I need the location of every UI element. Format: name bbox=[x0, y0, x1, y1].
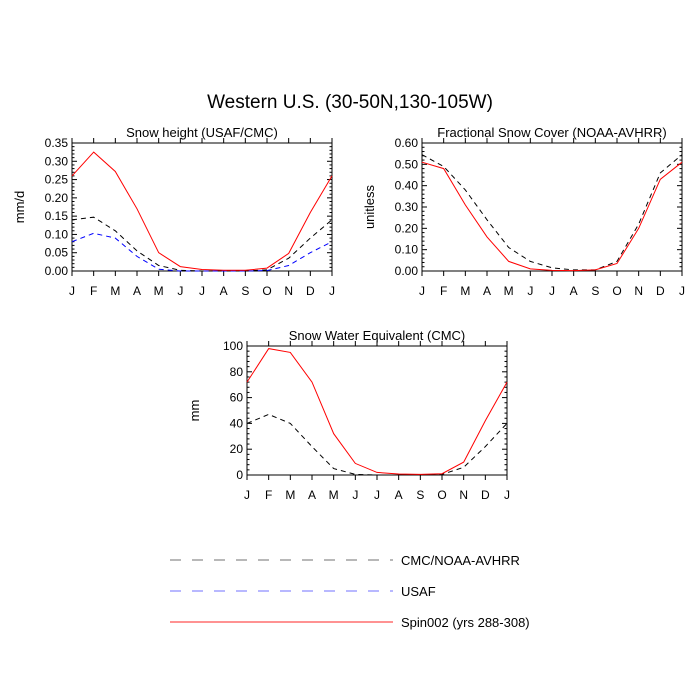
x-tick-label: F bbox=[265, 488, 272, 502]
y-axis-label: mm/d bbox=[12, 191, 27, 224]
panel-title: Fractional Snow Cover (NOAA-AVHRR) bbox=[437, 125, 666, 140]
x-tick-label: J bbox=[527, 284, 533, 298]
series-line-1 bbox=[421, 154, 683, 271]
y-tick-label: 0.60 bbox=[395, 136, 419, 150]
x-tick-label: D bbox=[481, 488, 490, 502]
x-tick-label: M bbox=[110, 284, 120, 298]
y-tick-label: 0.35 bbox=[45, 136, 69, 150]
x-tick-label: S bbox=[241, 284, 249, 298]
plot-frame bbox=[421, 142, 683, 272]
y-tick-label: 0.30 bbox=[45, 154, 69, 168]
x-tick-label: A bbox=[395, 488, 403, 502]
x-tick-label: A bbox=[220, 284, 228, 298]
x-tick-label: O bbox=[612, 284, 621, 298]
series-line-3 bbox=[71, 151, 333, 271]
x-tick-label: J bbox=[679, 284, 685, 298]
plot-frame bbox=[246, 345, 508, 476]
y-tick-label: 0.20 bbox=[395, 221, 419, 235]
x-tick-label: M bbox=[285, 488, 295, 502]
y-tick-label: 20 bbox=[230, 442, 244, 456]
figure-title: Western U.S. (30-50N,130-105W) bbox=[207, 92, 493, 113]
series-line-2 bbox=[421, 161, 683, 272]
y-tick-label: 40 bbox=[230, 416, 244, 430]
y-axis-label: unitless bbox=[362, 184, 377, 229]
y-tick-label: 0.00 bbox=[395, 264, 419, 278]
x-tick-label: J bbox=[177, 284, 183, 298]
y-axis-label: mm bbox=[187, 400, 202, 422]
x-tick-label: M bbox=[504, 284, 514, 298]
x-tick-label: J bbox=[352, 488, 358, 502]
x-tick-label: N bbox=[284, 284, 293, 298]
x-tick-label: J bbox=[549, 284, 555, 298]
plot-frame bbox=[71, 142, 333, 272]
y-tick-label: 0.30 bbox=[395, 200, 419, 214]
y-tick-label: 0.10 bbox=[395, 243, 419, 257]
y-tick-label: 0.20 bbox=[45, 191, 69, 205]
x-tick-label: O bbox=[437, 488, 446, 502]
x-tick-label: N bbox=[634, 284, 643, 298]
legend-label: Spin002 (yrs 288-308) bbox=[401, 615, 530, 630]
y-tick-label: 0.50 bbox=[395, 157, 419, 171]
chart-panel-1: Snow height (USAF/CMC) mm/d 0.00 0.05 0.10 0.… bbox=[12, 125, 335, 298]
y-tick-label: 80 bbox=[230, 365, 244, 379]
chart-panel-2: Fractional Snow Cover (NOAA-AVHRR) unitle… bbox=[362, 125, 685, 298]
legend: CMC/NOAA-AVHRR USAF Spin002 (yrs 288-308) bbox=[170, 553, 530, 630]
y-tick-label: 0.15 bbox=[45, 209, 69, 223]
x-tick-label: M bbox=[460, 284, 470, 298]
y-tick-label: 0.10 bbox=[45, 227, 69, 241]
series-line-1 bbox=[246, 413, 508, 476]
panel-title: Snow height (USAF/CMC) bbox=[126, 125, 278, 140]
x-tick-label: J bbox=[199, 284, 205, 298]
series-line-1 bbox=[71, 216, 333, 272]
x-tick-label: O bbox=[262, 284, 271, 298]
y-tick-label: 0 bbox=[236, 468, 243, 482]
y-tick-label: 0.40 bbox=[395, 179, 419, 193]
x-tick-label: A bbox=[483, 284, 491, 298]
legend-entry-3: Spin002 (yrs 288-308) bbox=[170, 615, 530, 630]
x-tick-label: S bbox=[416, 488, 424, 502]
x-tick-label: A bbox=[570, 284, 578, 298]
chart-panel-3: Snow Water Equivalent (CMC) mm 0 20 40 60 80 10… bbox=[187, 328, 510, 502]
y-tick-label: 100 bbox=[223, 339, 243, 353]
x-tick-label: J bbox=[69, 284, 75, 298]
legend-label: CMC/NOAA-AVHRR bbox=[401, 553, 520, 568]
panel-title: Snow Water Equivalent (CMC) bbox=[289, 328, 466, 343]
x-tick-label: J bbox=[419, 284, 425, 298]
x-tick-label: S bbox=[591, 284, 599, 298]
series-line-2 bbox=[246, 348, 508, 475]
y-tick-label: 0.05 bbox=[45, 246, 69, 260]
x-tick-label: J bbox=[244, 488, 250, 502]
x-tick-label: D bbox=[306, 284, 315, 298]
x-tick-label: J bbox=[504, 488, 510, 502]
x-tick-label: M bbox=[154, 284, 164, 298]
x-tick-label: F bbox=[90, 284, 97, 298]
x-tick-label: F bbox=[440, 284, 447, 298]
y-tick-label: 0.00 bbox=[45, 264, 69, 278]
x-tick-label: A bbox=[133, 284, 141, 298]
x-tick-label: J bbox=[374, 488, 380, 502]
x-tick-label: D bbox=[656, 284, 665, 298]
y-tick-label: 60 bbox=[230, 391, 244, 405]
panels: Snow height (USAF/CMC) mm/d 0.00 0.05 0.10 0.… bbox=[12, 125, 685, 502]
series-line-2 bbox=[71, 232, 333, 272]
legend-entry-1: CMC/NOAA-AVHRR bbox=[170, 553, 520, 568]
x-tick-label: M bbox=[329, 488, 339, 502]
x-tick-label: J bbox=[329, 284, 335, 298]
legend-label: USAF bbox=[401, 584, 436, 599]
x-tick-label: N bbox=[459, 488, 468, 502]
legend-entry-2: USAF bbox=[170, 584, 436, 599]
x-tick-label: A bbox=[308, 488, 316, 502]
y-tick-label: 0.25 bbox=[45, 173, 69, 187]
